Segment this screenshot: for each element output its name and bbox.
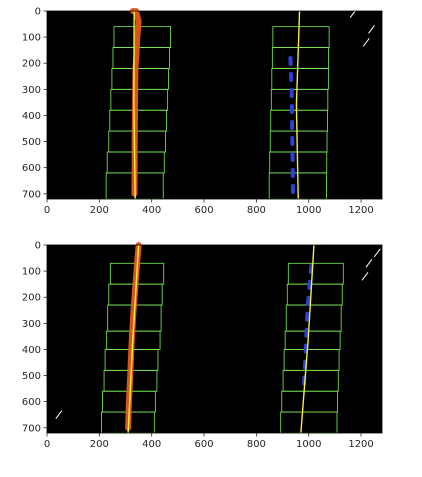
noise-speck-1 [365, 258, 373, 268]
chart-panel-1: 0 200 400 600 800 1000 1200 0 100 200 300 400 500 600… [22, 7, 383, 216]
x-tick-label: 1200 [348, 439, 373, 450]
right-lane-pixels [288, 56, 296, 196]
noise-speck-2 [361, 272, 369, 281]
y-tick-label: 500 [22, 137, 41, 148]
noise-speck-4 [55, 410, 63, 420]
axes-frame [46, 10, 383, 200]
x-tick-label: 800 [247, 439, 266, 450]
noise-speck-3 [373, 248, 381, 258]
y-tick-label: 300 [22, 319, 41, 330]
y-tick-label: 200 [22, 293, 41, 304]
x-tick-label: 0 [44, 205, 50, 216]
chart-panel-2: 0 200 400 600 800 1000 1200 0 100 200 300 400 500 600… [22, 241, 383, 450]
left-fit-line [127, 244, 140, 434]
right-fit-line [300, 244, 315, 434]
x-tick-label: 1200 [348, 205, 373, 216]
search-window-8 [113, 26, 171, 48]
x-tick-label: 200 [90, 205, 109, 216]
y-tick-label: 500 [22, 371, 41, 382]
x-tick-label: 600 [194, 439, 213, 450]
x-tick-label: 400 [142, 205, 161, 216]
y-tick-label: 100 [22, 33, 41, 44]
y-tick-label: 200 [22, 59, 41, 70]
search-window-16 [272, 26, 330, 48]
x-tick-label: 400 [142, 439, 161, 450]
left-fit-line [133, 10, 136, 200]
x-tick-label: 1000 [296, 439, 321, 450]
y-tick-label: 600 [22, 397, 41, 408]
x-tick-label: 600 [194, 205, 213, 216]
y-tick-label: 700 [22, 189, 41, 200]
noise-speck-3 [362, 38, 370, 47]
y-tick-label: 0 [35, 7, 41, 18]
y-tick-label: 0 [35, 241, 41, 252]
x-tick-label: 200 [90, 439, 109, 450]
plot-background [47, 245, 382, 433]
axes-frame [46, 244, 383, 434]
y-tick-label: 600 [22, 163, 41, 174]
y-tick-label: 400 [22, 111, 41, 122]
right-fit-line [295, 10, 301, 200]
y-tick-label: 700 [22, 423, 41, 434]
y-tick-label: 300 [22, 85, 41, 96]
search-window-16 [287, 262, 344, 285]
y-tick-label: 100 [22, 267, 41, 278]
right-lane-pixels [301, 263, 314, 394]
x-tick-label: 800 [247, 205, 266, 216]
x-tick-label: 1000 [296, 205, 321, 216]
plot-background [47, 11, 382, 199]
x-tick-label: 0 [44, 439, 50, 450]
y-tick-label: 400 [22, 345, 41, 356]
noise-speck-2 [368, 24, 375, 34]
